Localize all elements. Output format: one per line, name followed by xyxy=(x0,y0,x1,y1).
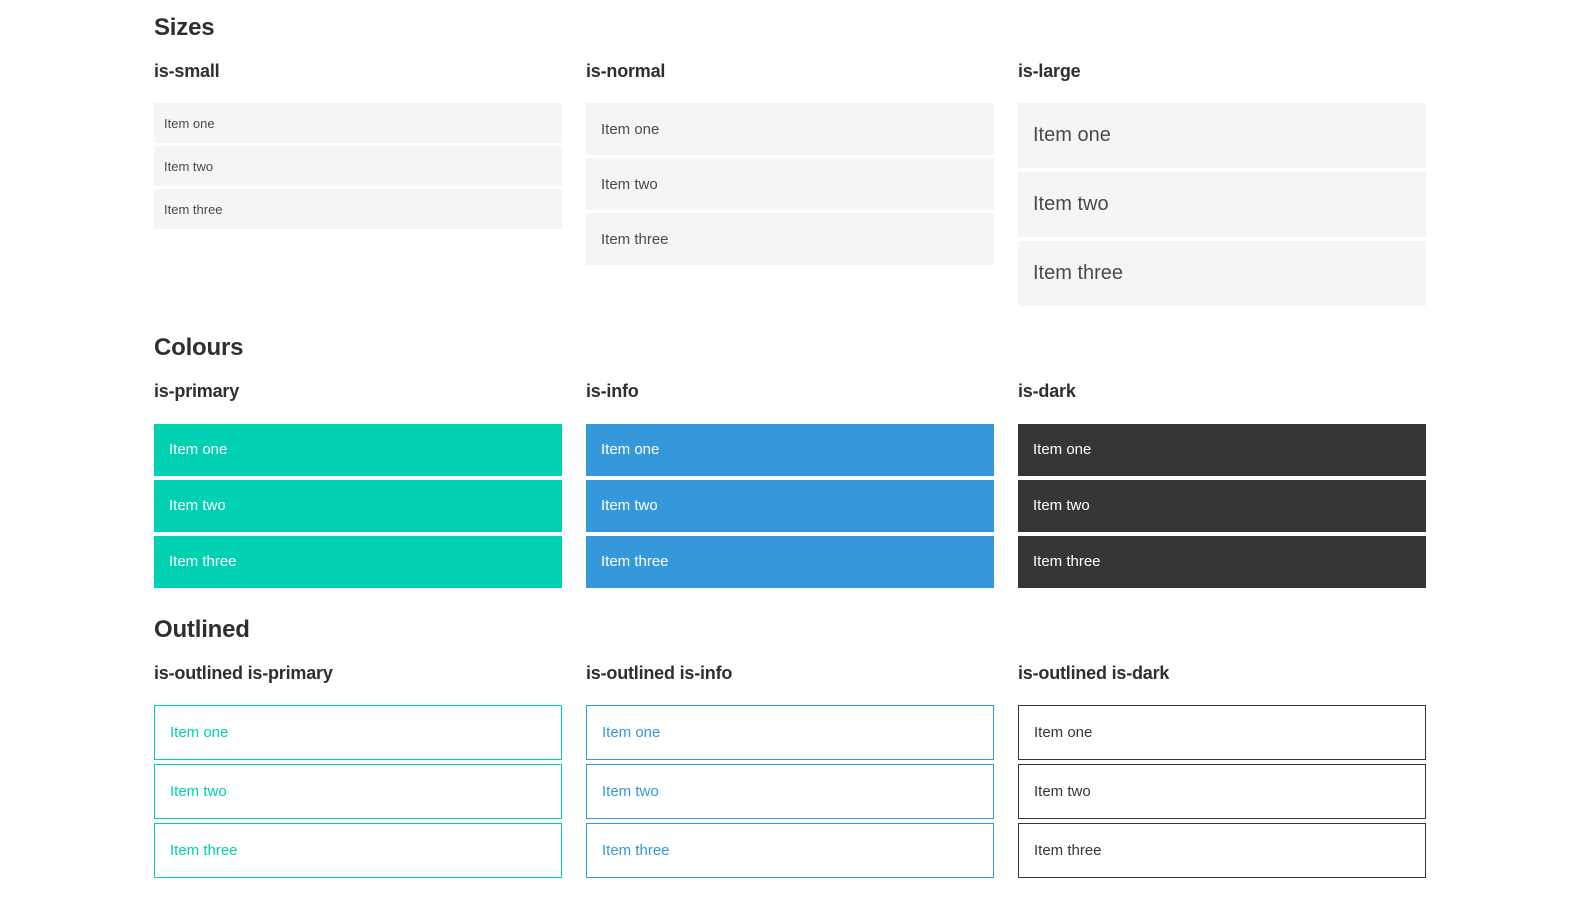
list-item[interactable]: Item one xyxy=(586,423,994,476)
group-is-small: is-small Item one Item two Item three xyxy=(154,61,562,233)
group-is-outlined-is-dark: is-outlined is-dark Item one Item two It… xyxy=(1018,663,1426,883)
section-sizes: Sizes is-small Item one Item two Item th… xyxy=(154,14,1426,310)
group-label-is-large: is-large xyxy=(1018,60,1081,81)
list-item[interactable]: Item one xyxy=(1018,103,1426,169)
group-label-is-primary: is-primary xyxy=(154,381,240,402)
section-title-sizes: Sizes xyxy=(154,14,215,41)
group-is-dark: is-dark Item one Item two Item three xyxy=(1018,381,1426,592)
list-item[interactable]: Item one xyxy=(154,705,562,761)
list-item[interactable]: Item one xyxy=(154,423,562,476)
group-is-large: is-large Item one Item two Item three xyxy=(1018,61,1426,311)
list-is-info: Item one Item two Item three xyxy=(586,423,994,588)
list-item[interactable]: Item one xyxy=(154,103,562,144)
list-item[interactable]: Item three xyxy=(154,535,562,588)
group-is-normal: is-normal Item one Item two Item three xyxy=(586,61,994,269)
list-item[interactable]: Item three xyxy=(1018,535,1426,588)
list-is-outlined-is-primary: Item one Item two Item three xyxy=(154,705,562,879)
list-item[interactable]: Item two xyxy=(1018,479,1426,532)
outlined-grid: is-outlined is-primary Item one Item two… xyxy=(154,663,1426,883)
group-is-outlined-is-primary: is-outlined is-primary Item one Item two… xyxy=(154,663,562,883)
list-item[interactable]: Item two xyxy=(154,146,562,187)
group-label-is-info: is-info xyxy=(586,381,639,402)
group-label-is-small: is-small xyxy=(154,60,220,81)
list-is-dark: Item one Item two Item three xyxy=(1018,423,1426,588)
list-item[interactable]: Item one xyxy=(586,705,994,761)
list-item[interactable]: Item two xyxy=(154,764,562,820)
group-is-primary: is-primary Item one Item two Item three xyxy=(154,381,562,592)
styleguide-content: Sizes is-small Item one Item two Item th… xyxy=(154,14,1426,882)
section-colours: Colours is-primary Item one Item two Ite… xyxy=(154,334,1426,591)
list-item[interactable]: Item three xyxy=(154,823,562,879)
list-is-outlined-is-info: Item one Item two Item three xyxy=(586,705,994,879)
list-item[interactable]: Item three xyxy=(1018,241,1426,307)
list-item[interactable]: Item three xyxy=(1018,823,1426,879)
group-label-is-dark: is-dark xyxy=(1018,381,1076,402)
section-title-outlined: Outlined xyxy=(154,615,250,643)
group-is-outlined-is-info: is-outlined is-info Item one Item two It… xyxy=(586,663,994,883)
list-item[interactable]: Item two xyxy=(154,479,562,532)
group-label-is-normal: is-normal xyxy=(586,60,666,81)
list-item[interactable]: Item one xyxy=(1018,705,1426,761)
list-item[interactable]: Item three xyxy=(154,189,562,230)
section-outlined: Outlined is-outlined is-primary Item one… xyxy=(154,616,1426,882)
list-is-outlined-is-dark: Item one Item two Item three xyxy=(1018,705,1426,879)
list-item[interactable]: Item two xyxy=(586,764,994,820)
colours-grid: is-primary Item one Item two Item three … xyxy=(154,381,1426,592)
list-item[interactable]: Item one xyxy=(1018,423,1426,476)
group-label-is-outlined-is-info: is-outlined is-info xyxy=(586,662,733,683)
section-title-colours: Colours xyxy=(154,334,244,362)
list-is-normal: Item one Item two Item three xyxy=(586,103,994,266)
group-is-info: is-info Item one Item two Item three xyxy=(586,381,994,592)
list-item[interactable]: Item three xyxy=(586,535,994,588)
sizes-grid: is-small Item one Item two Item three is… xyxy=(154,61,1426,311)
list-item[interactable]: Item one xyxy=(586,103,994,156)
group-label-is-outlined-is-primary: is-outlined is-primary xyxy=(154,662,333,683)
list-item[interactable]: Item two xyxy=(586,479,994,532)
list-item[interactable]: Item three xyxy=(586,823,994,879)
list-is-primary: Item one Item two Item three xyxy=(154,423,562,588)
list-is-small: Item one Item two Item three xyxy=(154,103,562,230)
list-item[interactable]: Item two xyxy=(1018,764,1426,820)
list-item[interactable]: Item three xyxy=(586,213,994,266)
list-is-large: Item one Item two Item three xyxy=(1018,103,1426,307)
list-item[interactable]: Item two xyxy=(1018,172,1426,238)
group-label-is-outlined-is-dark: is-outlined is-dark xyxy=(1018,662,1170,683)
list-item[interactable]: Item two xyxy=(586,158,994,211)
